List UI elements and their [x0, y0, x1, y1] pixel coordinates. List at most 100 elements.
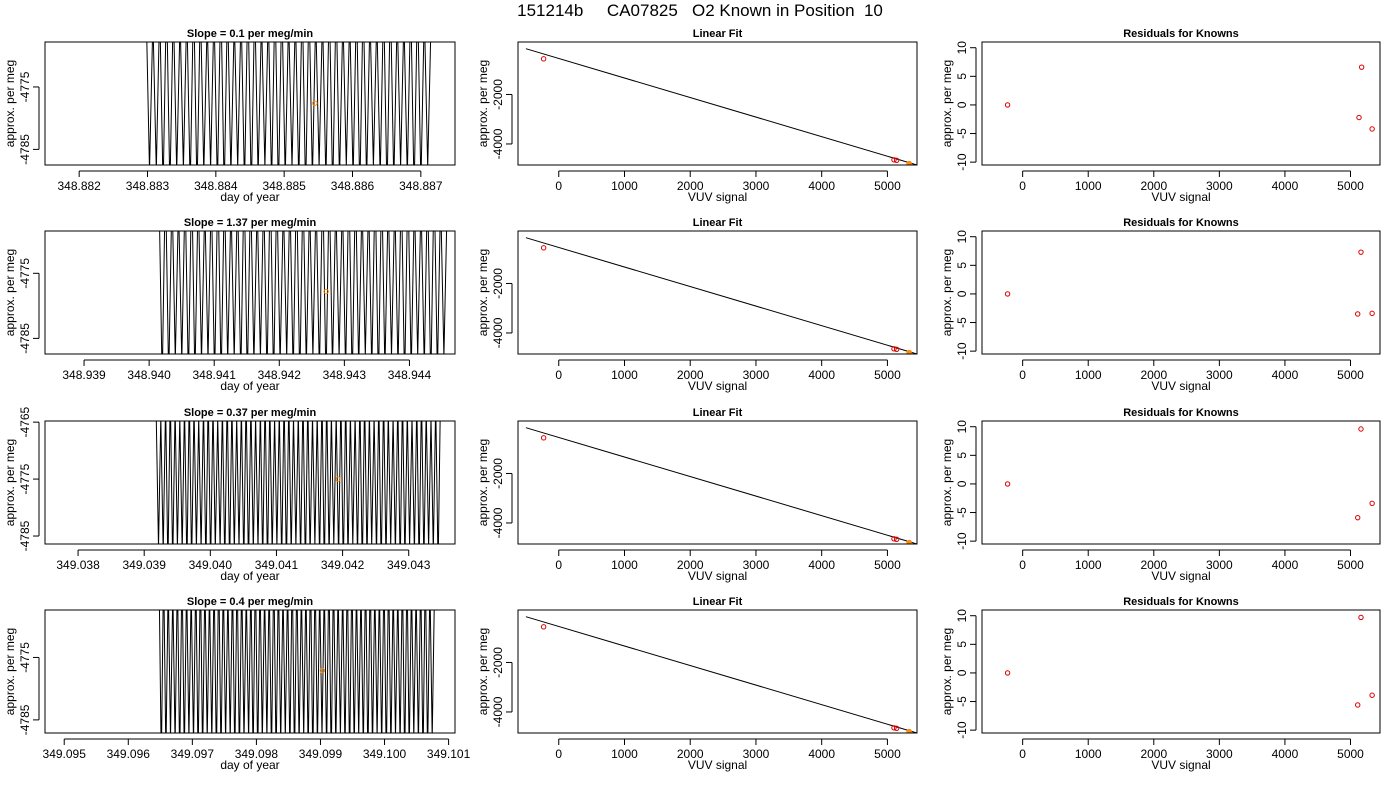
y-axis: -10 -5 0 5 10	[955, 609, 977, 739]
x-tick-label: 5000	[874, 179, 901, 193]
x-tick-label: 4000	[808, 179, 835, 193]
plot-frame	[981, 230, 1381, 355]
x-tick-label: 348.942	[258, 368, 302, 382]
panel-r3-c1: Linear Fit 0 1000 2000 3000 4000 5000 VUV signa…	[476, 596, 918, 772]
x-tick-label: 349.096	[107, 747, 151, 761]
plot-frame	[517, 609, 918, 734]
x-tick-label: 2000	[1140, 747, 1167, 761]
panel-r3-c0: Slope = 0.4 per meg/min 349.095 349.096 349…	[3, 596, 471, 772]
y-tick-label: 10	[955, 41, 969, 55]
y-axis: -10 -5 0 5 10	[955, 420, 977, 550]
x-tick-label: 0	[555, 747, 562, 761]
x-tick-label: 348.885	[262, 179, 306, 193]
plot-frame	[44, 420, 456, 545]
current-time-marker	[323, 288, 329, 295]
y-tick-label: -4775	[18, 642, 32, 673]
y-axis: -2000 -4000	[491, 458, 513, 538]
y-axis: -4775 -4785	[18, 642, 40, 735]
x-tick-label: 349.038	[56, 558, 100, 572]
x-axis-label: day of year	[220, 190, 279, 204]
x-tick-label: 1000	[1075, 179, 1102, 193]
data-trace	[155, 421, 441, 544]
residual-point	[1004, 102, 1011, 108]
x-tick-label: 3000	[743, 368, 770, 382]
current-time-marker	[335, 476, 341, 482]
plot-frame	[981, 420, 1381, 545]
x-tick-label: 5000	[1337, 747, 1364, 761]
x-tick-label: 349.039	[122, 558, 166, 572]
x-axis-label: day of year	[220, 758, 279, 772]
x-axis: 0 1000 2000 3000 4000 5000	[555, 359, 901, 382]
residual-point	[1004, 670, 1011, 676]
x-axis-label: VUV signal	[1151, 379, 1210, 393]
plot-frame	[517, 230, 918, 355]
plot-area	[146, 42, 432, 165]
residual-point	[1369, 126, 1375, 132]
panel-title: Slope = 0.1 per meg/min	[187, 28, 314, 40]
y-tick-label: -2000	[491, 458, 505, 489]
current-point	[906, 728, 912, 733]
y-tick-label: -4000	[491, 317, 505, 348]
x-tick-label: 349.095	[43, 747, 87, 761]
current-point	[906, 349, 912, 354]
plot-area	[1004, 426, 1375, 521]
current-time-marker	[312, 100, 318, 106]
x-tick-label: 4000	[808, 558, 835, 572]
x-axis-label: VUV signal	[688, 379, 747, 393]
residual-point	[1356, 114, 1362, 121]
x-tick-label: 5000	[1337, 179, 1364, 193]
x-axis: 349.095 349.096 349.097 349.098 349.099 349.1…	[43, 738, 471, 761]
panel-title: Slope = 0.4 per meg/min	[187, 596, 314, 608]
x-tick-label: 4000	[808, 368, 835, 382]
x-tick-label: 349.099	[299, 747, 343, 761]
panel-title: Residuals for Knowns	[1123, 28, 1239, 40]
y-tick-label: -4775	[18, 258, 32, 289]
x-tick-label: 1000	[611, 747, 638, 761]
y-tick-label: 0	[955, 480, 969, 487]
y-axis: -10 -5 0 5 10	[955, 230, 977, 360]
x-tick-label: 1000	[1075, 558, 1102, 572]
panel-title: Residuals for Knowns	[1123, 217, 1239, 229]
data-trace	[158, 610, 435, 733]
x-tick-label: 2000	[1140, 368, 1167, 382]
x-axis-label: VUV signal	[688, 190, 747, 204]
x-tick-label: 2000	[1140, 179, 1167, 193]
y-tick-label: 0	[955, 669, 969, 676]
y-tick-label: 5	[955, 262, 969, 269]
known-point	[893, 157, 900, 163]
y-axis-label: approx. per meg	[940, 249, 954, 336]
y-tick-label: 10	[955, 420, 969, 434]
known-point	[891, 536, 897, 542]
y-axis-label: approx. per meg	[3, 60, 17, 147]
y-tick-label: 5	[955, 641, 969, 648]
plot-area	[159, 231, 448, 354]
y-tick-label: -4785	[18, 520, 32, 551]
y-tick-label: -10	[955, 721, 969, 739]
x-tick-label: 5000	[874, 368, 901, 382]
y-tick-label: -4000	[491, 507, 505, 538]
current-point	[906, 160, 912, 165]
residual-point	[1355, 702, 1361, 708]
plot-frame	[44, 230, 456, 355]
known-point	[893, 725, 900, 731]
panel-r1-c1: Linear Fit 0 1000 2000 3000 4000 5000 VUV signa…	[476, 217, 918, 393]
panel-title: Slope = 0.37 per meg/min	[184, 407, 317, 419]
x-tick-label: 3000	[1206, 747, 1233, 761]
y-tick-label: -4785	[18, 134, 32, 165]
known-point	[540, 435, 547, 441]
x-tick-label: 0	[1019, 179, 1026, 193]
panel-r2-c1: Linear Fit 0 1000 2000 3000 4000 5000 VUV signa…	[476, 407, 918, 583]
y-axis-label: approx. per meg	[476, 60, 490, 147]
y-tick-label: 10	[955, 230, 969, 244]
data-trace	[146, 42, 432, 165]
x-tick-label: 349.101	[427, 747, 471, 761]
y-tick-label: 10	[955, 609, 969, 623]
fit-line	[525, 237, 917, 354]
x-tick-label: 348.943	[323, 368, 367, 382]
